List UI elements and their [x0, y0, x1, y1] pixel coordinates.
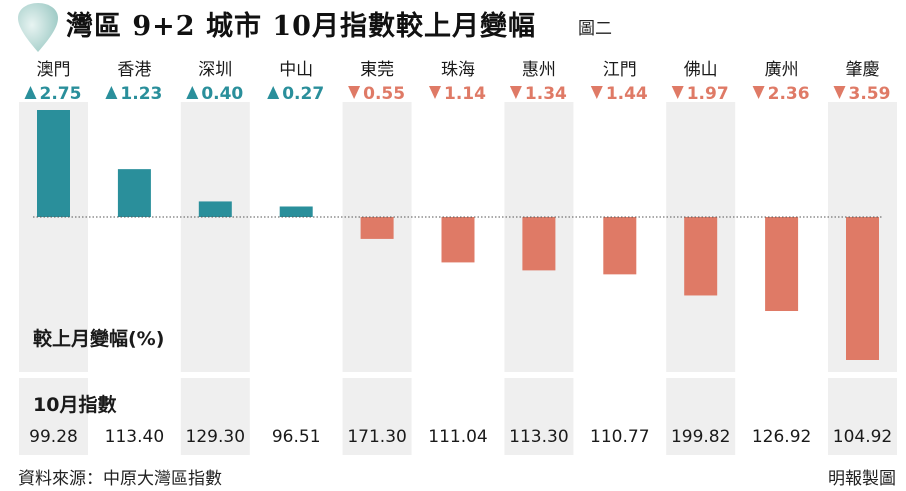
- change-value: 1.44: [606, 84, 648, 104]
- category-label: 香港: [117, 60, 151, 80]
- index-row-title: 10月指數: [33, 394, 116, 416]
- index-column-background: [19, 378, 88, 455]
- index-value: 99.28: [29, 427, 78, 447]
- change-value: 2.36: [768, 84, 810, 104]
- chart-header: 灣區 9+2 城市 10月指數較上月變幅 圖二: [0, 0, 906, 56]
- index-value: 96.51: [272, 427, 321, 447]
- index-value: 171.30: [347, 427, 406, 447]
- category-label: 江門: [603, 60, 637, 80]
- up-arrow-icon: [105, 86, 118, 99]
- index-column-background: [666, 378, 736, 455]
- bar-東莞: [360, 217, 394, 239]
- bar-廣州: [765, 217, 799, 312]
- category-label: 惠州: [522, 60, 556, 80]
- change-value: 1.23: [120, 84, 162, 104]
- index-column-background: [504, 378, 574, 455]
- bar-香港: [117, 169, 151, 217]
- credit-note: 明報製圖: [828, 469, 896, 489]
- index-value: 126.92: [752, 427, 811, 447]
- bar-珠海: [441, 217, 475, 263]
- bar-深圳: [198, 201, 232, 217]
- index-column-background: [342, 378, 412, 455]
- down-arrow-icon: [752, 86, 765, 99]
- index-value: 199.82: [671, 427, 730, 447]
- column-background: [180, 102, 250, 372]
- category-label: 廣州: [765, 60, 799, 80]
- source-note: 資料來源：中原大灣區指數: [18, 469, 222, 489]
- index-column-background: [828, 378, 897, 455]
- labels: 澳門 2.75 99.28 香港 1.23 113.40 深圳 0.40 129.30 中山 0.2…: [24, 60, 892, 447]
- index-value: 113.30: [509, 427, 568, 447]
- change-value: 0.40: [201, 84, 243, 104]
- down-arrow-icon: [348, 86, 361, 99]
- index-column-background: [180, 378, 250, 455]
- change-value: 1.14: [444, 84, 486, 104]
- y-axis-label: 較上月變幅(%): [33, 327, 164, 350]
- up-arrow-icon: [24, 86, 37, 99]
- teardrop-icon: [18, 3, 58, 52]
- index-value: 110.77: [590, 427, 649, 447]
- index-value: 113.40: [105, 427, 164, 447]
- index-value: 111.04: [428, 427, 487, 447]
- down-arrow-icon: [429, 86, 441, 99]
- down-arrow-icon: [833, 86, 846, 99]
- index-value: 104.92: [833, 427, 892, 447]
- change-value: 0.55: [363, 84, 405, 104]
- bar-澳門: [37, 110, 70, 217]
- up-arrow-icon: [267, 86, 280, 99]
- category-label: 中山: [279, 60, 313, 80]
- bar-佛山: [684, 217, 718, 296]
- category-label: 佛山: [684, 60, 718, 80]
- change-value: 1.97: [687, 84, 729, 104]
- category-label: 珠海: [441, 60, 475, 80]
- up-arrow-icon: [186, 86, 199, 99]
- down-arrow-icon: [590, 86, 603, 99]
- change-value: 1.34: [525, 84, 567, 104]
- category-label: 澳門: [37, 60, 71, 80]
- figure-label: 圖二: [578, 19, 612, 39]
- change-value: 3.59: [849, 84, 891, 104]
- index-value: 129.30: [186, 427, 245, 447]
- down-arrow-icon: [671, 86, 684, 99]
- bar-中山: [279, 206, 313, 217]
- category-label: 肇慶: [846, 60, 880, 80]
- down-arrow-icon: [509, 86, 522, 99]
- category-label: 東莞: [360, 60, 394, 80]
- bar-肇慶: [846, 217, 879, 360]
- change-value: 2.75: [40, 84, 82, 104]
- bar-惠州: [522, 217, 556, 271]
- category-label: 深圳: [198, 60, 232, 80]
- chart-title: 灣區 9+2 城市 10月指數較上月變幅: [66, 11, 536, 42]
- change-value: 0.27: [282, 84, 324, 104]
- bars: [37, 110, 879, 360]
- bar-江門: [603, 217, 637, 275]
